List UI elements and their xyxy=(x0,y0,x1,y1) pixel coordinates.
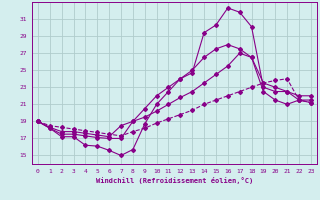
X-axis label: Windchill (Refroidissement éolien,°C): Windchill (Refroidissement éolien,°C) xyxy=(96,177,253,184)
